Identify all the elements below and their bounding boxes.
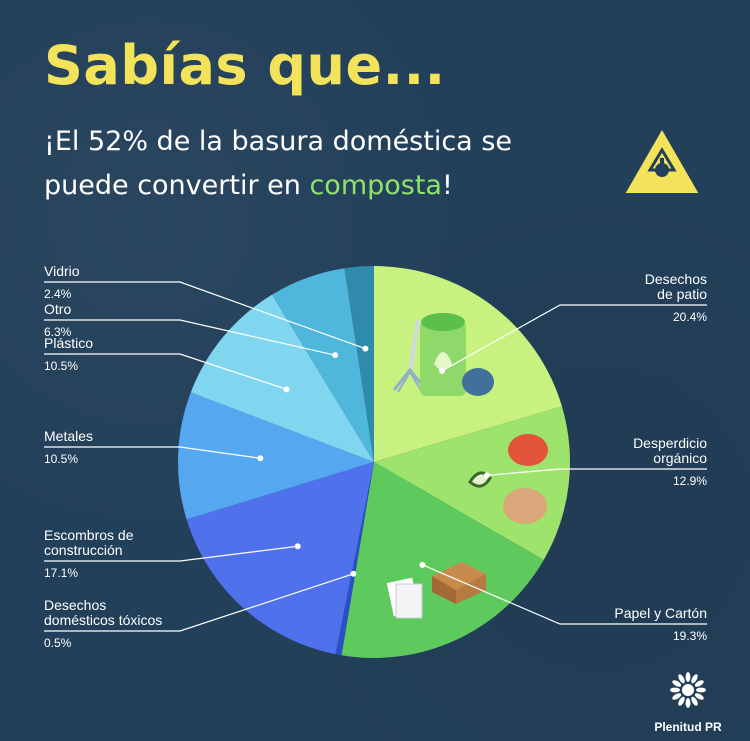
logo-petal <box>672 693 682 700</box>
slice-label: orgánico <box>653 450 707 466</box>
logo-petal <box>685 698 691 708</box>
leader-line <box>486 468 707 476</box>
sun-flower-icon <box>670 672 706 708</box>
logo-petal <box>694 693 704 700</box>
brand-name: Plenitud PR <box>654 720 722 734</box>
slice-label: construcción <box>44 542 123 558</box>
logo-petal <box>691 696 698 706</box>
food-scraps-icon <box>468 434 548 524</box>
logo-petal <box>694 680 704 687</box>
pie-slice-otro <box>272 268 374 462</box>
slice-label: Metales <box>44 428 93 444</box>
logo-petal <box>670 687 680 693</box>
slice-label: Desperdicio <box>633 435 707 451</box>
logo-petal <box>685 672 691 682</box>
leader-line <box>441 304 707 372</box>
slice-label: Plástico <box>44 335 93 351</box>
slice-percent: 10.5% <box>44 452 78 466</box>
slice-label: Desechos <box>645 271 707 287</box>
slice-percent: 0.5% <box>44 636 72 650</box>
slice-label: Papel y Cartón <box>614 605 707 621</box>
leader-line <box>44 573 354 632</box>
pie-slice-papel-y-cart-n <box>341 462 544 658</box>
leader-line <box>422 564 707 625</box>
subtitle: ¡El 52% de la basura doméstica se puede … <box>44 120 604 208</box>
slice-percent: 10.5% <box>44 359 78 373</box>
logo-petal <box>678 674 685 684</box>
cardboard-box-icon <box>432 562 486 604</box>
pie-slice-vidrio <box>344 266 374 462</box>
headline: Sabías que... <box>44 34 446 97</box>
garden-bag-icon <box>420 313 494 396</box>
subtitle-end: ! <box>441 170 453 201</box>
slice-percent: 17.1% <box>44 566 78 580</box>
leader-line <box>44 319 336 356</box>
leader-line <box>44 281 366 350</box>
logo-petal <box>691 674 698 684</box>
slice-label: Vidrio <box>44 263 80 279</box>
pie-slice-escombros-de-construcci-n <box>186 462 374 655</box>
slice-label: Otro <box>44 301 71 317</box>
paper-sheets-icon <box>386 577 423 619</box>
pie-slice-pl-stico <box>190 294 374 462</box>
slice-label: Desechos <box>44 597 106 613</box>
slice-percent: 12.9% <box>673 474 707 488</box>
waste-illustrations <box>386 313 548 619</box>
leader-line <box>44 353 287 390</box>
slice-label: de patio <box>657 286 707 302</box>
slice-label: domésticos tóxicos <box>44 612 162 628</box>
slice-percent: 20.4% <box>673 310 707 324</box>
leader-line <box>44 545 298 562</box>
pie-slice-desechos-de-patio <box>374 266 562 462</box>
recycle-icon <box>622 125 702 195</box>
logo-petal <box>696 687 706 693</box>
slice-percent: 19.3% <box>673 629 707 643</box>
slice-label: Escombros de <box>44 527 134 543</box>
pie-slice-metales <box>178 392 374 520</box>
logo-petal <box>678 696 685 706</box>
slice-percent: 2.4% <box>44 287 72 301</box>
slice-percent: 6.3% <box>44 325 72 339</box>
subtitle-text: ¡El 52% de la basura doméstica se puede … <box>44 126 512 201</box>
logo-petal <box>672 680 682 687</box>
pie-slice-desechos-dom-sticos-t-xicos <box>335 462 374 656</box>
brand-logo: Plenitud PR <box>648 668 728 734</box>
subtitle-highlight: composta <box>309 170 442 201</box>
leader-line <box>44 446 261 459</box>
